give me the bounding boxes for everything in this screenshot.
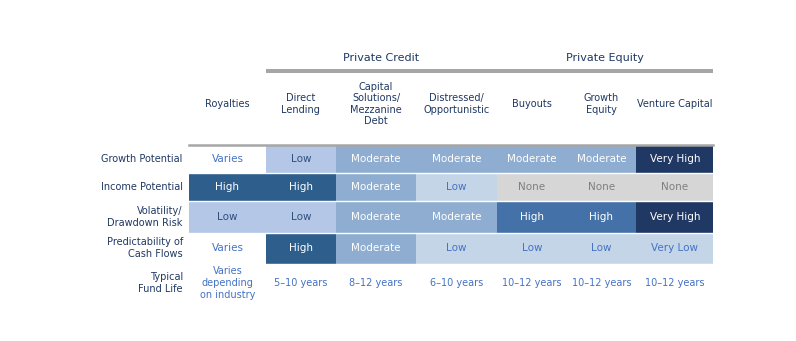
Bar (266, 233, 336, 264)
Bar (266, 173, 336, 202)
Text: Moderate: Moderate (432, 212, 482, 222)
Text: Moderate: Moderate (351, 154, 400, 164)
Text: None: None (661, 182, 689, 192)
Text: Moderate: Moderate (507, 154, 556, 164)
Text: Moderate: Moderate (432, 154, 482, 164)
Bar (336, 233, 416, 264)
Bar (416, 145, 497, 173)
Text: Low: Low (591, 243, 611, 253)
Text: Growth
Equity: Growth Equity (583, 93, 619, 115)
Text: 10–12 years: 10–12 years (572, 278, 631, 288)
Text: Low: Low (291, 154, 311, 164)
Text: Very High: Very High (650, 154, 700, 164)
Text: Moderate: Moderate (351, 212, 400, 222)
Text: Income Potential: Income Potential (101, 182, 183, 192)
Text: 5–10 years: 5–10 years (274, 278, 327, 288)
Bar (266, 69, 497, 73)
Text: Varies: Varies (212, 154, 244, 164)
Text: Volatility/
Drawdown Risk: Volatility/ Drawdown Risk (107, 206, 183, 228)
Bar (336, 264, 416, 302)
Text: Private Equity: Private Equity (566, 53, 644, 63)
Text: Low: Low (447, 182, 467, 192)
Bar (266, 264, 336, 302)
Text: Venture Capital: Venture Capital (637, 99, 712, 109)
Text: Low: Low (291, 212, 311, 222)
Bar (636, 173, 713, 202)
Text: Typical
Fund Life: Typical Fund Life (139, 272, 183, 294)
Bar (497, 173, 567, 202)
Bar (636, 145, 713, 173)
Bar (636, 202, 713, 233)
Text: High: High (590, 212, 614, 222)
Bar (189, 145, 266, 173)
Bar (567, 202, 636, 233)
Text: High: High (289, 243, 313, 253)
Text: 8–12 years: 8–12 years (349, 278, 403, 288)
Text: Direct
Lending: Direct Lending (281, 93, 320, 115)
Bar (567, 264, 636, 302)
Bar (189, 233, 266, 264)
Text: Low: Low (521, 243, 542, 253)
Text: Buyouts: Buyouts (512, 99, 552, 109)
Text: 6–10 years: 6–10 years (430, 278, 483, 288)
Bar (336, 145, 416, 173)
Text: Varies
depending
on industry: Varies depending on industry (200, 266, 256, 300)
Text: Royalties: Royalties (205, 99, 250, 109)
Text: Varies: Varies (212, 243, 244, 253)
Bar (189, 264, 266, 302)
Bar (497, 69, 713, 73)
Text: High: High (520, 212, 544, 222)
Text: High: High (289, 182, 313, 192)
Text: 10–12 years: 10–12 years (645, 278, 704, 288)
Text: Capital
Solutions/
Mezzanine
Debt: Capital Solutions/ Mezzanine Debt (350, 81, 402, 126)
Bar (416, 202, 497, 233)
Text: Private Credit: Private Credit (343, 53, 419, 63)
Bar (497, 233, 567, 264)
Text: None: None (518, 182, 545, 192)
Bar (636, 233, 713, 264)
Text: Low: Low (447, 243, 467, 253)
Bar (567, 145, 636, 173)
Text: 10–12 years: 10–12 years (502, 278, 561, 288)
Bar (189, 202, 266, 233)
Bar (567, 233, 636, 264)
Bar (189, 173, 266, 202)
Text: High: High (216, 182, 240, 192)
Bar (416, 264, 497, 302)
Text: Very Low: Very Low (651, 243, 698, 253)
Bar (416, 173, 497, 202)
Text: Low: Low (217, 212, 238, 222)
Text: Growth Potential: Growth Potential (101, 154, 183, 164)
Bar (266, 202, 336, 233)
Bar (636, 264, 713, 302)
Text: None: None (588, 182, 615, 192)
Text: Moderate: Moderate (577, 154, 626, 164)
Text: Very High: Very High (650, 212, 700, 222)
Bar (416, 233, 497, 264)
Text: Distressed/
Opportunistic: Distressed/ Opportunistic (423, 93, 490, 115)
Bar (336, 202, 416, 233)
Bar (497, 202, 567, 233)
Text: Predictability of
Cash Flows: Predictability of Cash Flows (107, 237, 183, 259)
Text: Moderate: Moderate (351, 243, 400, 253)
Bar (336, 173, 416, 202)
Text: Moderate: Moderate (351, 182, 400, 192)
Bar (266, 145, 336, 173)
Bar (567, 173, 636, 202)
Bar (497, 264, 567, 302)
Bar (497, 145, 567, 173)
